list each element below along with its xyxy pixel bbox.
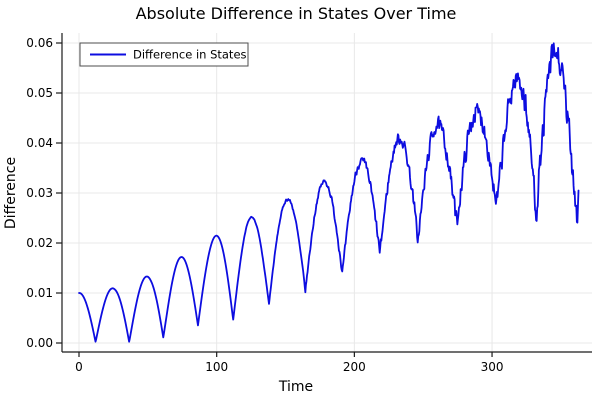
chart-title: Absolute Difference in States Over Time — [136, 4, 457, 23]
axes — [56, 33, 592, 357]
x-tick-label: 0 — [75, 360, 83, 374]
x-tick-label: 200 — [343, 360, 366, 374]
legend-box — [79, 42, 249, 67]
series-line-difference-in-states — [78, 42, 580, 343]
x-tick-label: 300 — [481, 360, 504, 374]
legend-entry-label: Difference in States — [133, 48, 247, 62]
y-tick-label: 0.06 — [26, 36, 53, 50]
y-tick-label: 0.02 — [26, 236, 53, 250]
y-tick-label: 0.01 — [26, 286, 53, 300]
y-tick-label: 0.04 — [26, 136, 53, 150]
x-axis-label: Time — [278, 379, 313, 395]
y-axis-label: Difference — [3, 157, 19, 229]
y-tick-label: 0.03 — [26, 186, 53, 200]
x-tick-label: 100 — [205, 360, 228, 374]
gridlines — [62, 33, 592, 352]
y-tick-label: 0.05 — [26, 86, 53, 100]
tick-labels: 0 100 200 300 0.00 0.01 0.02 0.03 0.04 0.05 0.06 — [26, 36, 503, 374]
legend: Difference in States — [79, 42, 249, 67]
y-tick-label: 0.00 — [26, 336, 53, 350]
